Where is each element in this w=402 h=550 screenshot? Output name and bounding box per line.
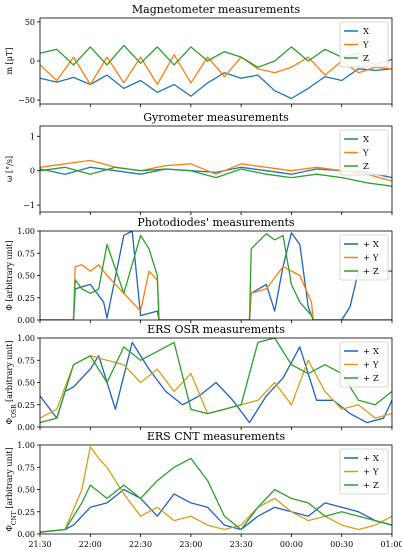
x-tick-label: 23:30: [230, 540, 253, 549]
y-tick-label: 50: [25, 18, 35, 27]
series-line-3: [40, 457, 392, 533]
legend-label: + Z: [363, 267, 379, 277]
legend-box: [339, 129, 389, 176]
legend-label: + X: [363, 240, 380, 250]
y-tick-label: 0: [30, 57, 35, 66]
panel-title: ERS CNT measurements: [147, 430, 286, 443]
y-tick-label: 0.50: [17, 486, 35, 495]
axes-frame: [39, 125, 393, 213]
series-line-1: [40, 68, 392, 100]
axes-frame: [39, 444, 393, 535]
series-line-2: [40, 159, 392, 182]
legend-label: + Y: [363, 468, 379, 478]
y-tick-label: 0.25: [17, 508, 35, 517]
x-tick-label: 00:00: [280, 540, 303, 549]
x-tick-label: 23:00: [179, 540, 202, 549]
y-tick-label: 0.75: [17, 356, 35, 365]
y-axis-label: m [μT]: [5, 48, 14, 75]
legend-label: X: [363, 27, 370, 37]
axes-frame: [39, 17, 393, 105]
y-tick-label: 0.00: [17, 530, 35, 539]
y-tick-label: 1.00: [17, 227, 35, 236]
y-tick-label: 0.25: [17, 294, 35, 303]
legend-label: + Y: [363, 361, 379, 371]
y-tick-label: 1: [30, 132, 35, 141]
series-line-2: [40, 446, 392, 533]
series-line-2: [40, 264, 392, 320]
series-line-3: [40, 233, 392, 320]
series-line-3: [40, 44, 392, 68]
x-tick-label: 22:00: [79, 540, 102, 549]
y-tick-label: 0.50: [17, 379, 35, 388]
y-tick-label: −50: [18, 96, 35, 105]
legend-label: + X: [363, 454, 380, 464]
series-line-3: [40, 338, 392, 424]
legend-box: [339, 448, 389, 495]
y-tick-label: 0.25: [17, 401, 35, 410]
y-tick-label: −1: [23, 201, 35, 210]
y-tick-label: 0.00: [17, 423, 35, 432]
panel-title: Magnetometer measurements: [132, 3, 301, 16]
legend-box: [339, 341, 389, 388]
series-line-2: [40, 54, 392, 86]
y-tick-label: 1.00: [17, 441, 35, 450]
x-tick-label: 21:30: [28, 540, 51, 549]
series-line-3: [40, 166, 392, 187]
y-tick-label: 0.75: [17, 463, 35, 472]
y-axis-label: Φ [arbitrary unit]: [5, 240, 14, 310]
legend-label: Y: [362, 41, 369, 51]
legend-box: [339, 21, 389, 68]
series-line-1: [40, 341, 392, 424]
series-line-1: [40, 166, 392, 179]
series-line-1: [40, 231, 392, 320]
panel-title: ERS OSR measurements: [147, 323, 285, 336]
legend-label: X: [363, 135, 370, 145]
y-axis-label: ω [°/s]: [5, 156, 14, 182]
panel-title: Photodiodes' measurements: [137, 216, 294, 229]
panel-title: Gyrometer measurements: [143, 111, 289, 124]
legend-label: + X: [363, 347, 380, 357]
legend-label: Z: [363, 162, 369, 172]
legend-label: Y: [362, 149, 369, 159]
y-tick-label: 0.50: [17, 272, 35, 281]
legend-label: Z: [363, 54, 369, 64]
axes-frame: [39, 230, 393, 321]
y-tick-label: 1.00: [17, 334, 35, 343]
x-tick-label: 22:30: [129, 540, 152, 549]
y-tick-label: 0: [30, 167, 35, 176]
legend-label: + Z: [363, 374, 379, 384]
x-tick-label: 00:30: [330, 540, 353, 549]
legend-box: [339, 234, 389, 281]
legend-label: + Y: [363, 254, 379, 264]
y-axis-label: ΦCNT [arbitrary unit]: [5, 447, 18, 531]
y-axis-label: ΦOSR [arbitrary unit]: [5, 341, 18, 425]
y-tick-label: 0.75: [17, 249, 35, 258]
x-tick-label: 01:00: [380, 540, 402, 549]
series-line-1: [40, 488, 392, 533]
legend-label: + Z: [363, 481, 379, 491]
y-tick-label: 0.00: [17, 316, 35, 325]
